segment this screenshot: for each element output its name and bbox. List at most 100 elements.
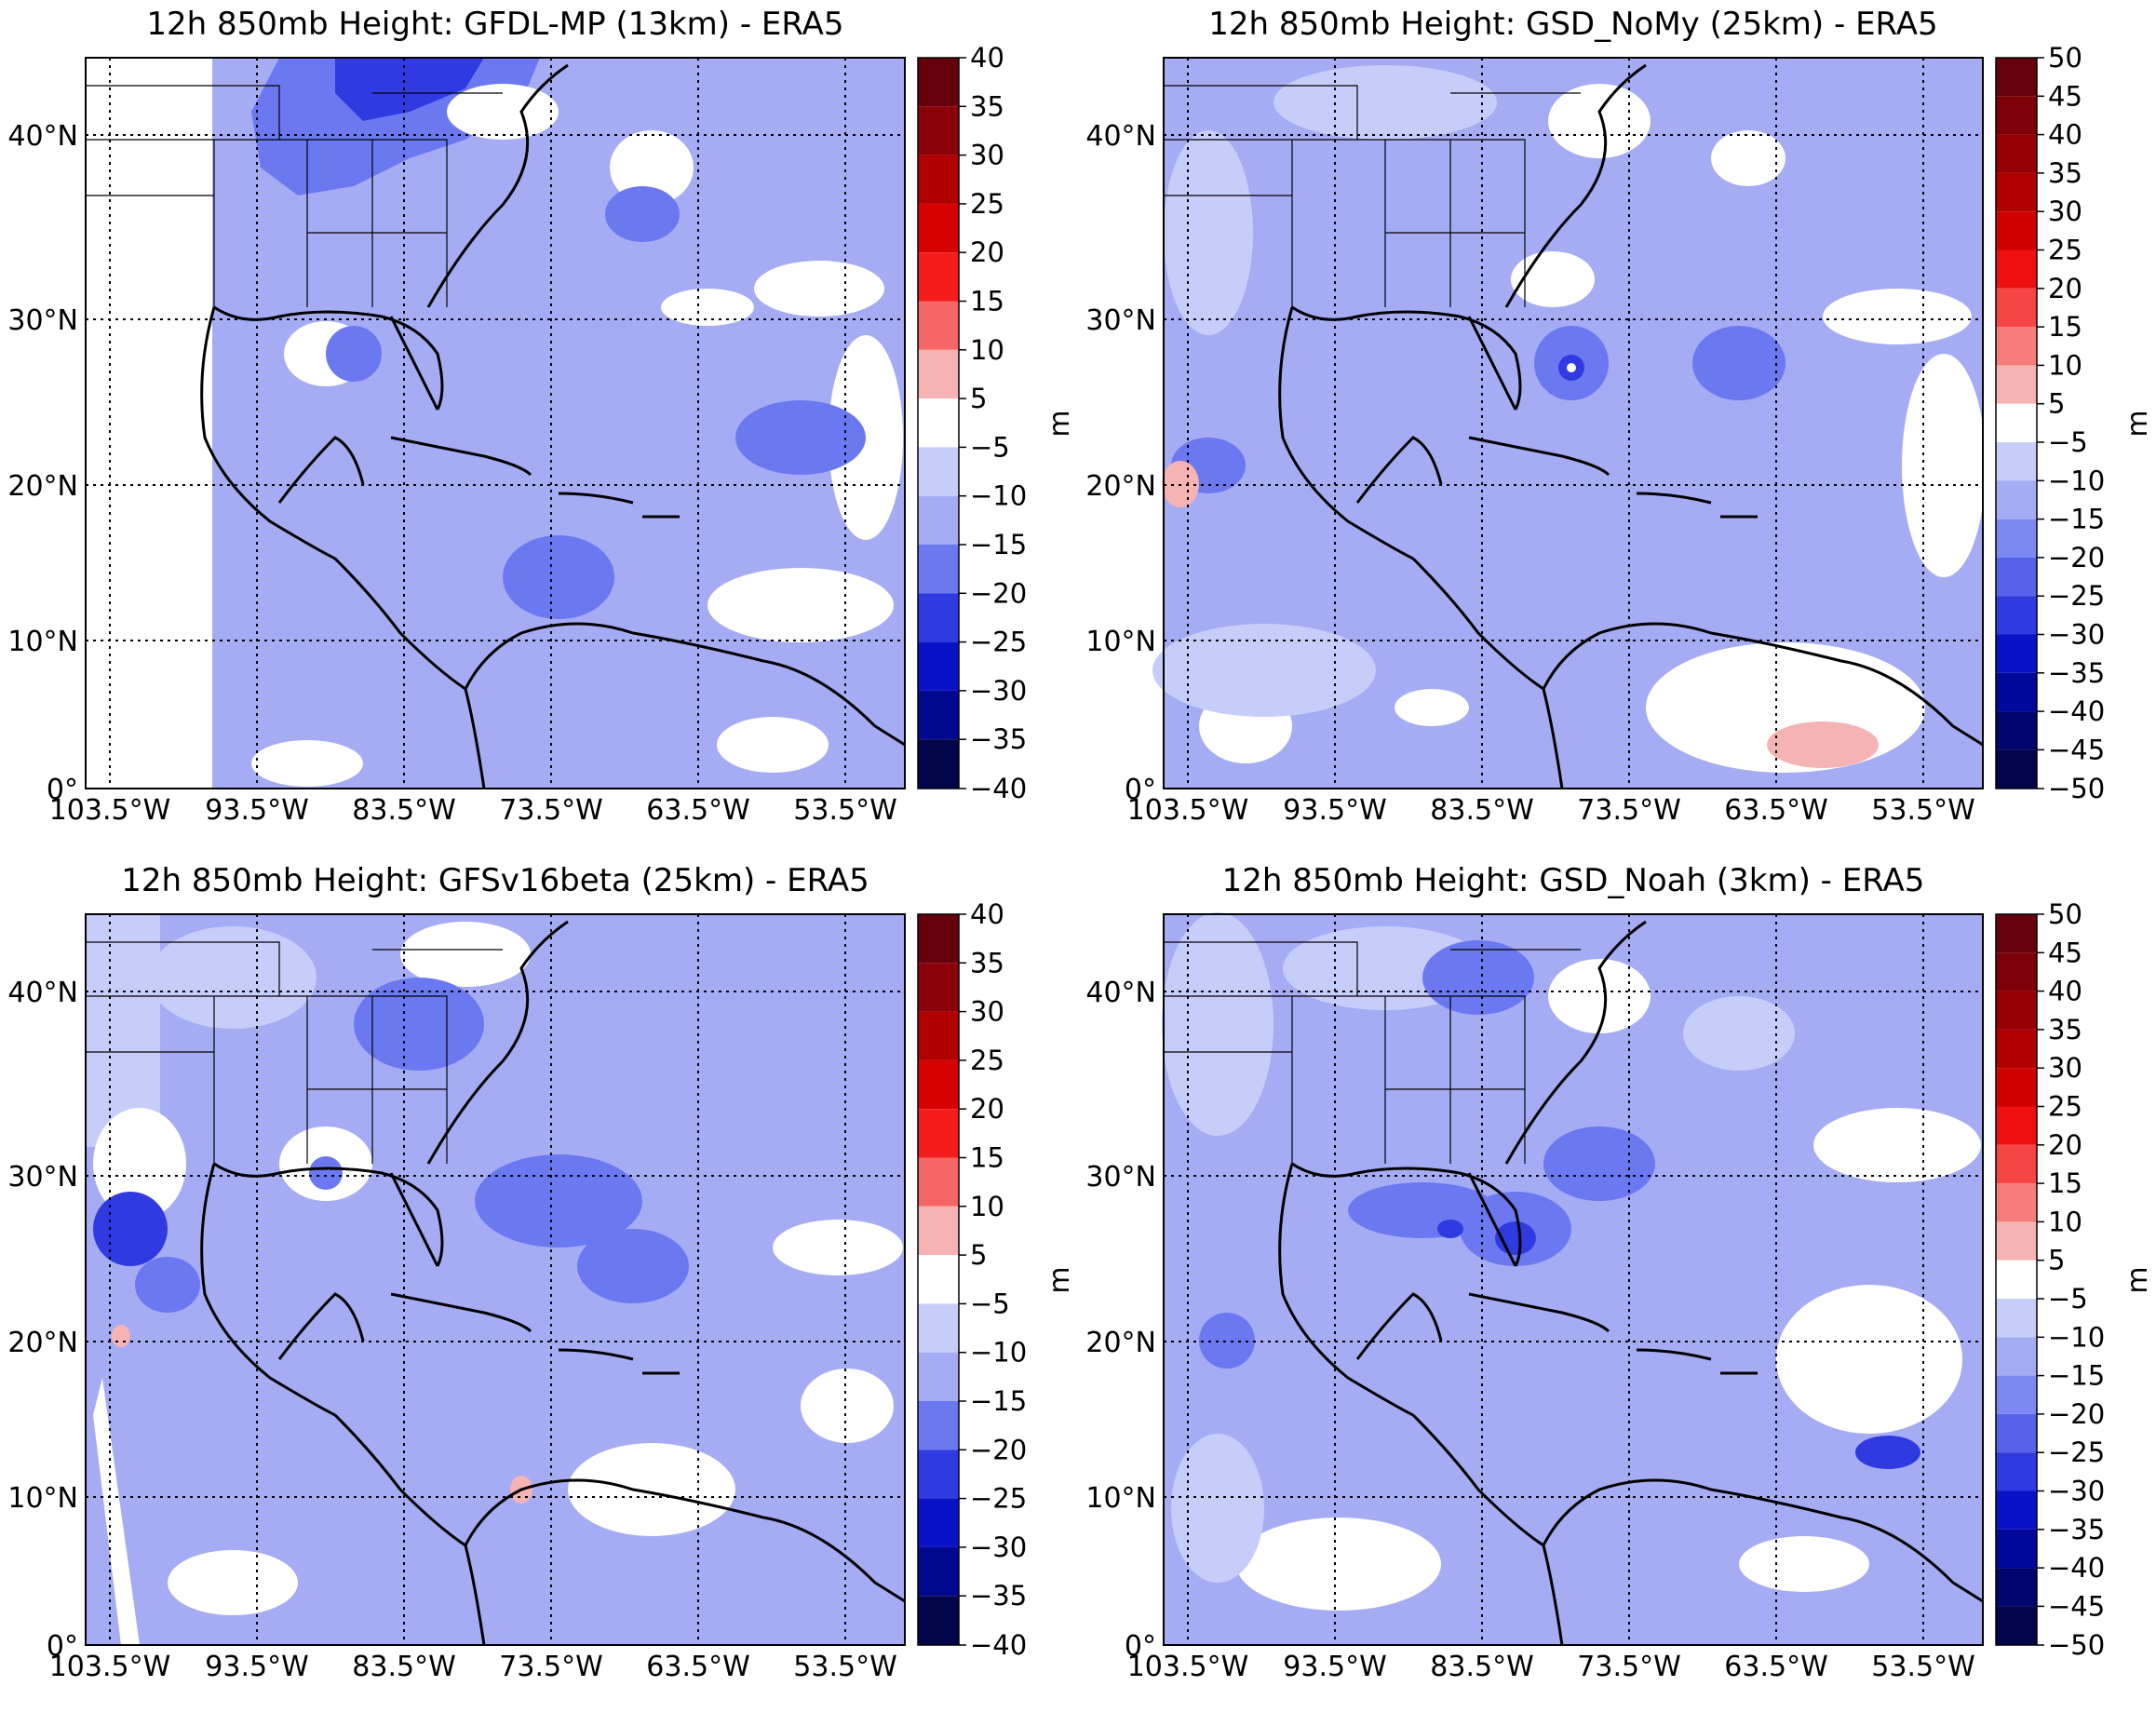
colorbar-tick: −30: [970, 1531, 1027, 1563]
lon-label: 93.5°W: [205, 1651, 308, 1683]
colorbar-tick: −15: [2048, 1360, 2105, 1392]
colorbar-tick: 30: [2048, 196, 2082, 227]
lat-label: 0°: [1125, 1630, 1156, 1663]
lat-axis: 40°N 30°N 20°N 10°N 0°: [7, 977, 78, 1663]
colorbar-tick: 5: [970, 1239, 987, 1271]
colorbar-tick: 20: [970, 1093, 1004, 1125]
colorbar-tick: 40: [970, 42, 1004, 74]
lon-label: 103.5°W: [1127, 1651, 1249, 1683]
colorbar: 50 45 40 35 30 25 20 15 10 5 −5 −10 −15 …: [1995, 898, 2154, 1661]
lat-axis: 40°N 30°N 20°N 10°N 0°: [7, 120, 78, 806]
lon-label: 93.5°W: [1283, 794, 1386, 827]
lon-label: 73.5°W: [1577, 794, 1680, 827]
panel-title: 12h 850mb Height: GSD_Noah (3km) - ERA5: [1221, 862, 1925, 899]
colorbar: 40 35 30 25 20 15 10 5 −5 −10 −15 −20 −2…: [917, 898, 1076, 1661]
colorbar-tick: −20: [970, 1434, 1027, 1465]
colorbar-tick: 5: [970, 383, 987, 414]
lat-label: 40°N: [1085, 977, 1156, 1009]
colorbar-tick: 45: [2048, 80, 2082, 112]
map-area: [1152, 57, 1986, 789]
colorbar-tick: −45: [2048, 1590, 2105, 1622]
lat-label: 40°N: [1085, 120, 1156, 153]
lat-label: 10°N: [1085, 1482, 1156, 1515]
map-figure: 40°N 30°N 20°N 10°N 0° 103.5°W 93.5°W 83…: [1085, 898, 2154, 1683]
lon-label: 93.5°W: [1283, 1651, 1386, 1683]
colorbar-tick: −10: [2048, 465, 2105, 496]
lat-label: 10°N: [7, 1482, 78, 1515]
colorbar-tick: −10: [2048, 1321, 2105, 1353]
lat-axis: 40°N 30°N 20°N 10°N 0°: [1085, 977, 1156, 1663]
colorbar-tick: 35: [970, 947, 1004, 978]
colorbar-tick: −40: [970, 773, 1027, 804]
lat-label: 10°N: [7, 626, 78, 658]
colorbar-tick: 35: [2048, 157, 2082, 189]
colorbar-tick: −10: [970, 480, 1027, 512]
colorbar-tick: 35: [2048, 1014, 2082, 1045]
colorbar-tick: 10: [2048, 1206, 2082, 1237]
colorbar-tick: 20: [970, 236, 1004, 268]
colorbar-unit: m: [2122, 410, 2154, 437]
colorbar-tick: 5: [2048, 1245, 2065, 1276]
colorbar-tick: −50: [2048, 1629, 2105, 1661]
lat-label: 40°N: [7, 120, 78, 153]
lon-label: 53.5°W: [1871, 1651, 1974, 1683]
colorbar-tick: 15: [2048, 311, 2082, 343]
colorbar-tick: −15: [2048, 504, 2105, 535]
colorbar-tick: −5: [970, 1288, 1010, 1319]
lon-label: 53.5°W: [793, 794, 896, 827]
colorbar-tick: −10: [970, 1337, 1027, 1369]
lat-label: 20°N: [1085, 1327, 1156, 1359]
lon-label: 73.5°W: [1577, 1651, 1680, 1683]
panel-gfdl-mp: 12h 850mb Height: GFDL-MP (13km) - ERA5: [0, 0, 1078, 856]
lon-label: 103.5°W: [49, 794, 171, 827]
colorbar-tick: −20: [2048, 542, 2105, 573]
colorbar-tick: −40: [2048, 1552, 2105, 1584]
colorbar-tick: −35: [970, 723, 1027, 755]
lon-label: 83.5°W: [352, 794, 455, 827]
panel-title: 12h 850mb Height: GSD_NoMy (25km) - ERA5: [1208, 6, 1938, 43]
panel-title: 12h 850mb Height: GFDL-MP (13km) - ERA5: [146, 6, 844, 43]
colorbar-tick: −35: [2048, 657, 2105, 689]
lon-label: 93.5°W: [205, 794, 308, 827]
colorbar-tick: −20: [2048, 1398, 2105, 1430]
colorbar-tick: 40: [970, 898, 1004, 930]
colorbar-tick: 30: [970, 996, 1004, 1028]
lat-label: 20°N: [7, 1327, 78, 1359]
colorbar: 40 35 30 25 20 15 10 5 −5 −10 −15 −20 −2…: [917, 42, 1076, 804]
colorbar-tick: 40: [2048, 976, 2082, 1007]
lon-axis: 103.5°W 93.5°W 83.5°W 73.5°W 63.5°W 53.5…: [1127, 794, 1975, 827]
lon-axis: 103.5°W 93.5°W 83.5°W 73.5°W 63.5°W 53.5…: [49, 1651, 897, 1683]
map-area: [85, 57, 906, 789]
map-figure: 40°N 30°N 20°N 10°N 0° 103.5°W 93.5°W 83…: [7, 42, 1076, 827]
colorbar-tick: 30: [970, 140, 1004, 171]
lon-label: 83.5°W: [1430, 794, 1533, 827]
colorbar-tick: −25: [970, 1483, 1027, 1515]
panel-gsd-noah: 12h 850mb Height: GSD_Noah (3km) - ERA5: [1078, 856, 2156, 1713]
lon-label: 63.5°W: [1724, 1651, 1827, 1683]
lon-axis: 103.5°W 93.5°W 83.5°W 73.5°W 63.5°W 53.5…: [49, 794, 897, 827]
colorbar-tick: 10: [970, 1191, 1004, 1222]
lat-label: 30°N: [1085, 304, 1156, 337]
colorbar-tick: −25: [2048, 580, 2105, 612]
colorbar-tick: 15: [2048, 1167, 2082, 1199]
colorbar-tick: 50: [2048, 42, 2082, 74]
lat-label: 20°N: [7, 470, 78, 503]
colorbar-unit: m: [2122, 1266, 2154, 1293]
colorbar: 50 45 40 35 30 25 20 15 10 5 −5 −10 −15 …: [1995, 42, 2154, 804]
lon-label: 63.5°W: [646, 1651, 749, 1683]
colorbar-tick: 40: [2048, 119, 2082, 151]
colorbar-tick: −15: [970, 529, 1027, 560]
colorbar-tick: 50: [2048, 898, 2082, 930]
map-figure: 40°N 30°N 20°N 10°N 0° 103.5°W 93.5°W 83…: [1085, 42, 2154, 827]
colorbar-tick: 15: [970, 1142, 1004, 1174]
colorbar-tick: 10: [2048, 349, 2082, 381]
colorbar-tick: −5: [970, 431, 1010, 463]
colorbar-tick: −25: [2048, 1436, 2105, 1468]
colorbar-tick: 10: [970, 334, 1004, 366]
panel-gsd-nomy: 12h 850mb Height: GSD_NoMy (25km) - ERA5: [1078, 0, 2156, 856]
lon-label: 103.5°W: [1127, 794, 1249, 827]
panel-gfsv16beta: 12h 850mb Height: GFSv16beta (25km) - ER…: [0, 856, 1078, 1713]
colorbar-tick: −30: [970, 675, 1027, 707]
lon-label: 63.5°W: [1724, 794, 1827, 827]
colorbar-tick: −35: [2048, 1514, 2105, 1545]
